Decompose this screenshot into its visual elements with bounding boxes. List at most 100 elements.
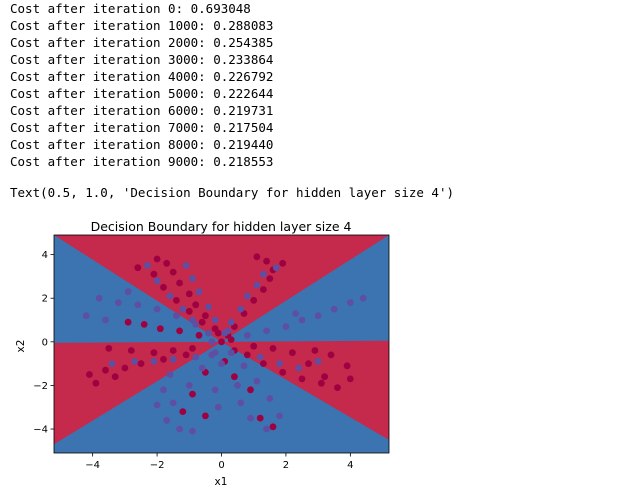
point-blue [237,305,245,313]
x-tick-label: −4 [85,460,100,471]
point-blue [124,288,132,296]
point-blue [166,292,174,300]
x-tick-label: 2 [283,460,289,471]
point-red [153,255,161,263]
log-line: Cost after iteration 4000: 0.226792 [10,69,274,84]
point-blue [153,401,161,409]
log-line: Cost after iteration 6000: 0.219731 [10,103,274,118]
point-blue [247,414,254,422]
point-red [169,268,177,276]
point-blue [153,277,161,285]
training-log: Cost after iteration 0: 0.693048 Cost aft… [10,0,273,170]
point-blue [131,358,138,365]
point-red [105,345,113,352]
point-blue [102,316,109,324]
point-red [243,351,251,359]
point-red [269,423,277,431]
y-axis-label: x2 [15,340,27,353]
y-tick-label: −2 [33,381,48,392]
point-red [279,368,287,376]
point-red [189,345,196,352]
log-line: Cost after iteration 7000: 0.217504 [10,120,274,135]
point-red [266,275,274,282]
point-blue [192,353,200,361]
point-blue [211,316,219,324]
point-red [256,414,264,422]
y-tick-label: 2 [42,294,48,305]
point-red [127,347,135,354]
point-red [279,259,287,267]
point-blue [115,299,122,306]
log-line: Cost after iteration 8000: 0.219440 [10,137,274,152]
point-red [121,364,129,372]
point-blue [195,288,203,296]
point-red [92,379,100,387]
point-red [346,375,354,383]
point-red [176,279,184,287]
plot-area [53,234,390,454]
point-red [327,351,335,359]
chart-title: Decision Boundary for hidden layer size … [91,219,352,234]
point-blue [263,425,270,433]
point-red [260,286,267,293]
point-blue [256,353,264,361]
point-blue [163,416,171,424]
point-red [150,349,158,357]
point-red [140,321,148,328]
point-blue [169,399,177,407]
point-red [111,373,119,381]
point-blue [224,327,232,335]
point-blue [160,386,167,394]
point-red [163,259,171,267]
y-tick-label: 0 [42,337,48,348]
point-red [189,390,196,398]
point-blue [208,351,216,359]
point-red [218,338,225,346]
point-blue [108,360,116,367]
point-red [150,270,158,278]
point-blue [179,305,187,313]
log-line: Cost after iteration 0: 0.693048 [10,1,251,16]
point-red [179,408,187,415]
point-red [124,318,132,326]
point-red [305,360,312,367]
point-blue [173,312,180,320]
point-blue [276,360,283,367]
point-red [343,362,351,370]
point-blue [150,358,158,365]
point-red [156,325,164,333]
point-blue [276,412,283,420]
point-blue [266,395,274,402]
point-red [202,412,209,420]
point-red [185,290,193,298]
point-blue [240,362,248,370]
point-blue [166,371,174,378]
point-blue [272,264,280,272]
point-blue [205,329,213,337]
point-blue [243,292,251,300]
point-red [169,347,177,354]
point-blue [144,262,151,269]
point-red [247,386,254,394]
point-blue [227,349,235,357]
point-red [182,351,190,359]
point-red [263,257,270,265]
point-red [231,373,238,381]
point-red [134,264,142,272]
point-blue [192,321,200,328]
point-red [260,360,267,367]
point-blue [292,310,299,317]
point-blue [330,305,338,313]
y-tick-label: 4 [42,250,48,261]
log-line: Cost after iteration 9000: 0.218553 [10,154,274,169]
point-blue [359,294,367,302]
point-blue [346,299,354,306]
point-blue [214,403,222,411]
point-blue [237,399,245,407]
point-blue [205,303,213,311]
point-blue [253,377,261,385]
point-red [250,342,258,350]
point-blue [298,316,306,324]
decision-boundary-figure: Decision Boundary for hidden layer size … [0,212,420,497]
point-blue [295,364,303,372]
